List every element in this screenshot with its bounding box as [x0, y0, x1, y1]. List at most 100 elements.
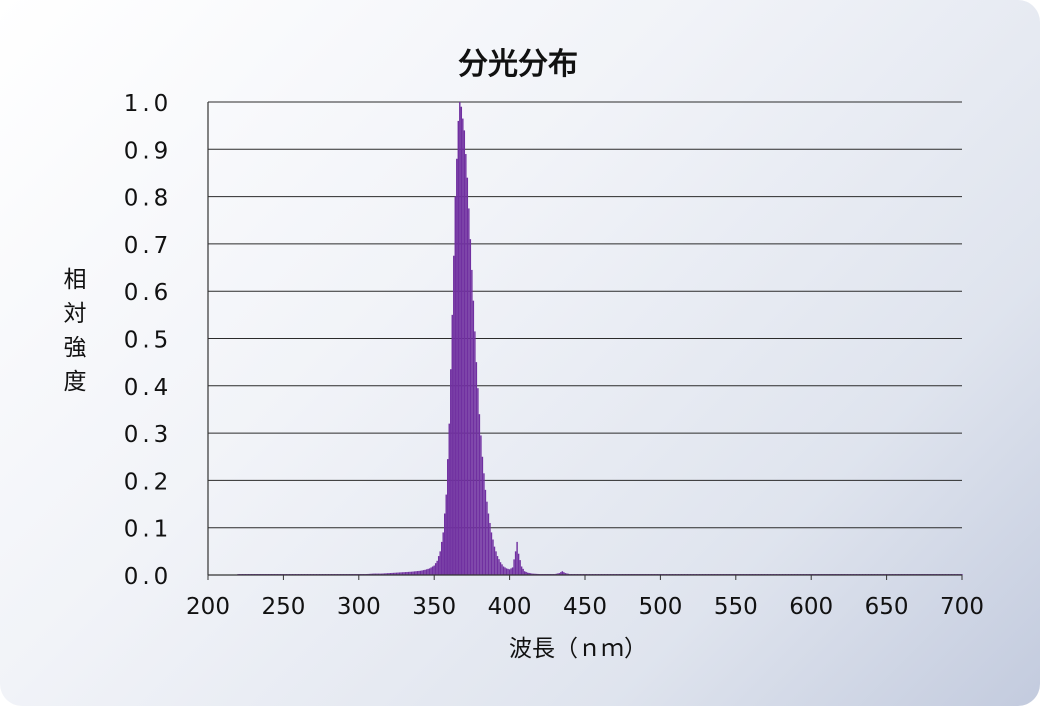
spectrum-bar	[493, 546, 496, 575]
y-tick-label: 0.5	[124, 328, 173, 354]
spectrum-bar	[475, 362, 478, 575]
spectrum-bar	[481, 456, 484, 575]
spectrum-bar	[487, 513, 490, 575]
spectrum-bar	[427, 568, 429, 575]
spectrum-bar	[377, 573, 380, 575]
y-tick-label: 0.4	[124, 375, 173, 401]
x-tick-label: 250	[261, 594, 305, 620]
spectrum-bar	[410, 571, 413, 575]
spectrum-bar	[501, 564, 503, 575]
spectrum-bar	[504, 567, 506, 575]
spectrum-bar	[383, 573, 386, 575]
spectrum-bar	[459, 102, 461, 575]
spectrum-bar	[496, 556, 499, 575]
spectrum-bar	[483, 473, 485, 575]
spectrum-bar	[386, 573, 389, 575]
spectrum-bar	[474, 331, 476, 575]
spectrum-bar	[471, 269, 473, 575]
spectrum-bar	[532, 573, 535, 575]
y-axis-label-char: 度	[64, 369, 87, 395]
spectrum-bar	[400, 572, 402, 575]
spectrum-bar	[561, 571, 564, 575]
spectrum-bar	[463, 130, 466, 575]
y-tick-label: 0.3	[124, 422, 173, 448]
spectrum-bar	[395, 572, 398, 575]
spectrum-bar	[440, 541, 443, 575]
y-tick-labels: 0.0 0.1 0.2 0.3 0.4 0.5 0.6 0.7 0.8 0.9 1.0	[124, 91, 173, 590]
y-tick-label: 0.6	[124, 280, 173, 306]
y-tick-label: 0.9	[124, 138, 173, 164]
spectrum-bar	[421, 570, 423, 575]
spectrum-bar	[371, 573, 374, 575]
spectrum-bar	[510, 568, 512, 575]
spectrum-bar	[468, 208, 470, 576]
y-axis-label-char: 相	[64, 267, 87, 293]
spectrum-bar	[451, 314, 453, 575]
spectrum-bar	[370, 573, 372, 575]
spectrum-bar	[472, 300, 475, 575]
spectrum-bar	[534, 573, 536, 575]
spectrum-bar	[434, 563, 437, 575]
spectrum-bar	[523, 571, 526, 575]
spectrum-bar	[462, 118, 464, 576]
spectrum-bar	[520, 566, 523, 575]
spectrum-bar	[519, 560, 521, 575]
spectrum-bar	[447, 459, 449, 575]
spectrum-bar	[379, 573, 381, 575]
spectrum-bar	[466, 177, 469, 575]
spectrum-bar	[450, 369, 452, 575]
spectrum-bar	[525, 571, 527, 575]
x-tick-label: 600	[789, 594, 833, 620]
x-tick-label: 200	[186, 594, 230, 620]
spectrum-bar	[465, 154, 467, 575]
spectrum-bar	[433, 565, 435, 575]
spectrum-bar	[389, 573, 392, 575]
spectrum-bar	[425, 569, 428, 575]
spectrum-bar	[522, 568, 524, 575]
spectrum-bar	[489, 522, 491, 575]
spectrum-bar	[505, 568, 508, 575]
spectrum-bar	[404, 572, 407, 575]
spectrum-bar	[454, 196, 456, 575]
x-tick-label: 300	[337, 594, 381, 620]
spectrum-bar	[431, 566, 434, 575]
spectrum-bar	[477, 388, 479, 575]
spectrum-bar	[382, 573, 384, 575]
spectrum-bar	[526, 572, 529, 575]
spectrum-bar	[412, 571, 414, 575]
x-tick-label: 350	[412, 594, 456, 620]
gridlines	[208, 101, 962, 529]
x-tick-label: 700	[940, 594, 984, 620]
spectrum-bar	[564, 573, 567, 575]
spectrum-bar	[563, 572, 565, 575]
spectrum-bar	[444, 513, 446, 575]
x-axis-label: 波長（ｎｍ）	[509, 636, 647, 662]
spectrum-bar	[514, 551, 517, 575]
spectrum-bar	[456, 158, 458, 575]
spectrum-bar	[529, 573, 532, 575]
chart-title: 分光分布	[458, 47, 578, 82]
spectrum-bar	[392, 572, 395, 575]
spectrum-bar	[388, 573, 390, 575]
spectrum-bar	[407, 571, 410, 575]
spectrum-bar	[460, 106, 463, 575]
spectrum-bar	[385, 573, 387, 575]
spectrum-bar	[428, 568, 431, 575]
y-tick-label: 0.1	[124, 517, 173, 543]
axes	[207, 102, 963, 580]
spectrum-bar	[430, 567, 432, 575]
spectrum-bar	[507, 568, 509, 575]
spectrum-bar	[422, 570, 425, 575]
spectrum-bar	[478, 414, 481, 575]
spectrum-bar	[445, 494, 447, 575]
y-tick-label: 0.7	[124, 233, 173, 259]
spectrum-bar	[373, 573, 375, 575]
spectrum-bar	[492, 539, 494, 575]
spectrum-bar	[502, 566, 505, 575]
spectrum-bar	[436, 560, 438, 575]
spectrum-bar	[398, 572, 401, 575]
spectrum-bar	[419, 570, 422, 575]
spectrum-bar	[397, 572, 399, 575]
spectrum-bar	[560, 572, 562, 575]
